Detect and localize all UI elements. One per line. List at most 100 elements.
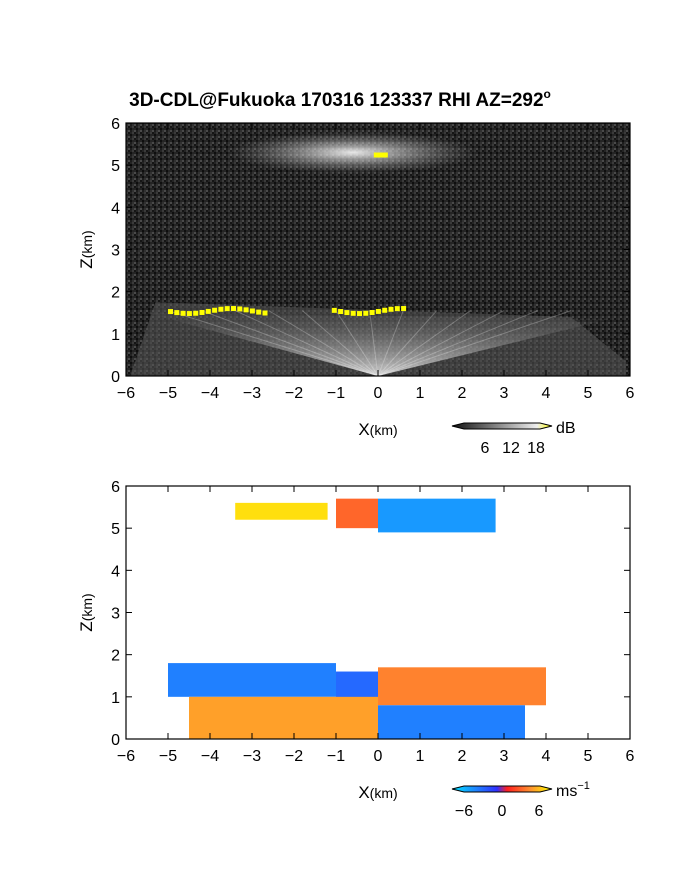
strong-return-cell — [224, 306, 230, 312]
colorbar — [451, 422, 553, 430]
colorbar-unit: dB — [556, 420, 576, 437]
colorbar-unit: ms−1 — [556, 780, 590, 800]
x-tick-label: −6 — [117, 748, 135, 765]
beam-ray — [302, 310, 379, 376]
velocity-region — [189, 696, 378, 739]
beam-ray — [377, 310, 471, 376]
colorbar-tick-label: 6 — [535, 803, 544, 820]
x-tick-label: −1 — [327, 385, 345, 402]
strong-return-cell — [237, 306, 243, 312]
colorbar-tick-label: 6 — [481, 440, 490, 457]
plot-area — [126, 123, 630, 376]
y-tick-label: 4 — [111, 563, 120, 580]
beam-ray — [369, 310, 379, 376]
strong-return-cell — [218, 306, 224, 312]
beam-ray — [377, 310, 572, 376]
beam-ray — [377, 310, 438, 376]
colorbar-tick-label: −6 — [455, 803, 473, 820]
y-tick-label: 6 — [111, 479, 120, 496]
x-tick-label: 2 — [458, 748, 467, 765]
strong-return-cell — [174, 310, 180, 316]
y-tick-label: 4 — [111, 200, 120, 217]
x-tick-label: 3 — [500, 385, 509, 402]
x-tick-label: 0 — [374, 385, 383, 402]
beam-ray — [234, 310, 379, 376]
strong-return-cell — [262, 310, 268, 316]
strong-return-cell — [338, 309, 344, 315]
strong-return-cell — [357, 311, 362, 317]
y-tick-label: 5 — [111, 521, 120, 538]
strong-return-cell — [331, 307, 337, 313]
x-tick-label: −4 — [201, 385, 219, 402]
y-tick-label: 3 — [111, 606, 120, 623]
plot-area — [126, 486, 630, 739]
x-tick-label: 3 — [500, 748, 509, 765]
y-tick-label: 1 — [111, 327, 120, 344]
x-tick-label: −5 — [159, 748, 177, 765]
x-tick-label: 4 — [542, 385, 551, 402]
strong-return-cell — [388, 306, 394, 312]
x-tick-label: 1 — [416, 748, 425, 765]
feature-upper-cloud — [226, 131, 479, 174]
strong-return-cell — [231, 306, 236, 312]
beam-ray — [377, 310, 404, 376]
x-tick-label: −1 — [327, 748, 345, 765]
colorbar — [451, 785, 553, 793]
y-tick-label: 2 — [111, 648, 120, 665]
strong-return-cell — [344, 310, 350, 316]
feature-beam-fan — [147, 312, 609, 376]
x-tick-label: −2 — [285, 748, 303, 765]
beam-ray — [201, 310, 379, 376]
velocity-region — [378, 498, 496, 533]
y-tick-label: 2 — [111, 285, 120, 302]
strong-return-cell — [350, 310, 356, 316]
y-axis-label: Z(km) — [77, 593, 96, 631]
colorbar-tick-label: 0 — [498, 803, 507, 820]
strong-return-cell — [401, 306, 407, 312]
x-tick-label: 1 — [416, 385, 425, 402]
x-tick-label: −3 — [243, 385, 261, 402]
velocity-region — [235, 502, 328, 520]
beam-ray — [268, 310, 379, 376]
strong-return-cell — [394, 306, 400, 312]
strong-return-cell — [212, 307, 218, 313]
x-tick-label: −4 — [201, 748, 219, 765]
strong-return-cell — [180, 310, 186, 316]
chart-title: 3D-CDL@Fukuoka 170316 123337 RHI AZ=292o — [129, 87, 551, 111]
strong-return-cell — [363, 310, 369, 316]
y-axis-label: Z(km) — [77, 230, 96, 268]
strong-return-cell — [369, 310, 375, 316]
strong-return-cell — [373, 152, 388, 158]
strong-return-cell — [193, 310, 199, 316]
x-tick-label: 0 — [374, 748, 383, 765]
velocity-region — [336, 498, 378, 529]
velocity-region — [168, 663, 336, 697]
beam-ray — [167, 310, 379, 376]
title-superscript: o — [544, 87, 551, 101]
x-tick-label: 6 — [626, 748, 635, 765]
x-tick-label: −3 — [243, 748, 261, 765]
strong-return-cell — [205, 308, 211, 314]
strong-return-cell — [199, 309, 205, 315]
strong-return-cell — [243, 307, 249, 313]
velocity-panel: −6 −5 −4 −3 −2 −1 0 1 2 3 4 5 6 0 1 2 3 4 5 6 X(km) Z(km) ms−1… — [77, 479, 635, 820]
beam-ray — [377, 310, 505, 376]
colorbar-tick-label: 12 — [502, 440, 520, 457]
y-tick-label: 1 — [111, 690, 120, 707]
x-tick-label: 5 — [584, 385, 593, 402]
velocity-region — [378, 667, 546, 706]
strong-return-cell — [249, 308, 255, 314]
y-tick-label: 3 — [111, 243, 120, 260]
strong-return-cell — [186, 311, 192, 317]
y-tick-label: 6 — [111, 116, 120, 133]
strong-return-cell — [168, 309, 173, 315]
x-tick-label: 2 — [458, 385, 467, 402]
y-tick-label: 0 — [111, 732, 120, 749]
strong-return-cell — [382, 307, 388, 313]
y-tick-label: 0 — [111, 369, 120, 386]
beam-ray — [335, 310, 379, 376]
beam-ray — [377, 310, 538, 376]
x-tick-label: −2 — [285, 385, 303, 402]
